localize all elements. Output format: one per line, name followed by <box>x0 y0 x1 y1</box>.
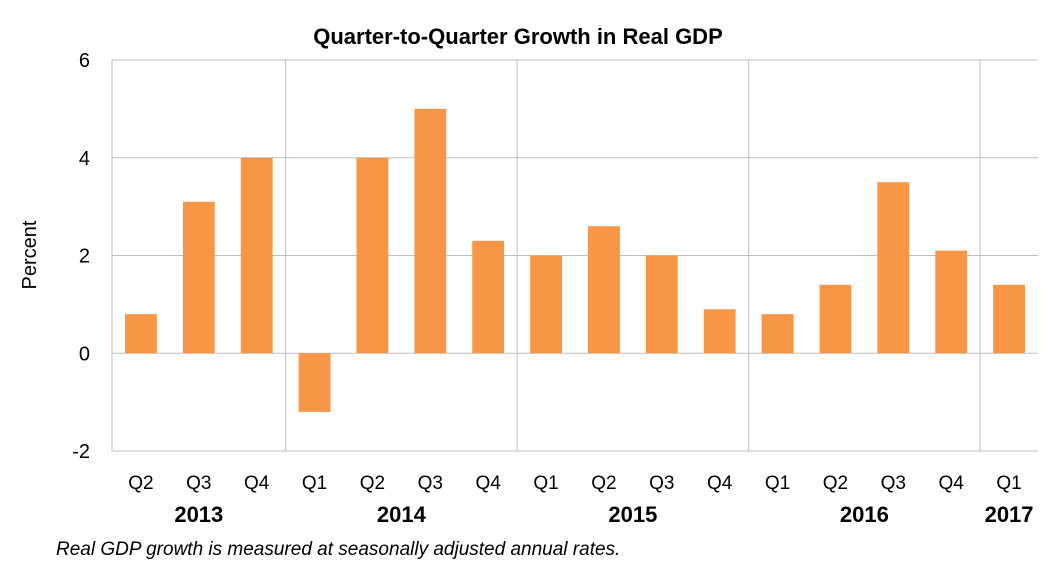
bar-15 <box>993 284 1025 354</box>
y-tick-label: 6 <box>79 50 90 72</box>
y-tick-label: -2 <box>72 441 90 463</box>
footnote: Real GDP growth is measured at seasonall… <box>56 539 621 560</box>
bar-8 <box>588 226 620 354</box>
bar-14 <box>935 250 968 354</box>
bar-5 <box>414 108 447 354</box>
x-tick-label: Q4 <box>476 473 502 494</box>
year-label: 2016 <box>840 502 889 527</box>
x-tick-label: Q2 <box>128 473 153 494</box>
bar-6 <box>472 240 505 354</box>
bar-10 <box>703 309 736 354</box>
x-tick-label: Q2 <box>360 473 385 494</box>
x-tick-label: Q3 <box>418 473 443 494</box>
x-tick-label: Q1 <box>302 473 327 494</box>
x-tick-label: Q3 <box>649 473 674 494</box>
x-tick-label: Q2 <box>823 473 848 494</box>
x-tick-label: Q4 <box>244 473 270 494</box>
x-tick-label: Q1 <box>533 473 558 494</box>
y-axis-label: Percent <box>19 220 41 289</box>
year-label: 2017 <box>985 502 1034 527</box>
bar-9 <box>645 255 678 354</box>
bar-13 <box>877 182 910 354</box>
bar-0 <box>125 314 157 354</box>
bar-11 <box>761 314 794 354</box>
year-label: 2015 <box>608 502 657 527</box>
bar-2 <box>240 157 273 354</box>
x-tick-labels: Q2 Q3 Q4 Q1 Q2 Q3 Q4 Q1 Q2 Q3 Q4 Q1 Q2 Q3 Q4 Q1 <box>128 473 1021 494</box>
y-tick-labels: -2 0 2 4 6 <box>72 50 90 463</box>
x-tick-label: Q3 <box>881 473 906 494</box>
bars <box>125 108 1025 412</box>
x-tick-label: Q1 <box>996 473 1021 494</box>
x-tick-label: Q2 <box>591 473 616 494</box>
bar-7 <box>530 255 562 354</box>
x-tick-label: Q4 <box>939 473 965 494</box>
x-tick-label: Q4 <box>707 473 733 494</box>
bar-3 <box>298 353 331 412</box>
x-tick-label: Q3 <box>186 473 211 494</box>
year-labels: 2013 2014 2015 2016 2017 <box>174 502 1033 527</box>
y-tick-label: 4 <box>79 148 90 170</box>
bar-1 <box>182 201 215 354</box>
x-tick-label: Q1 <box>765 473 790 494</box>
chart-title: Quarter-to-Quarter Growth in Real GDP <box>313 24 723 49</box>
y-tick-label: 2 <box>79 246 90 268</box>
year-label: 2014 <box>377 502 427 527</box>
year-label: 2013 <box>174 502 223 527</box>
bar-12 <box>819 284 852 354</box>
y-tick-label: 0 <box>79 343 90 365</box>
bar-4 <box>356 157 389 354</box>
